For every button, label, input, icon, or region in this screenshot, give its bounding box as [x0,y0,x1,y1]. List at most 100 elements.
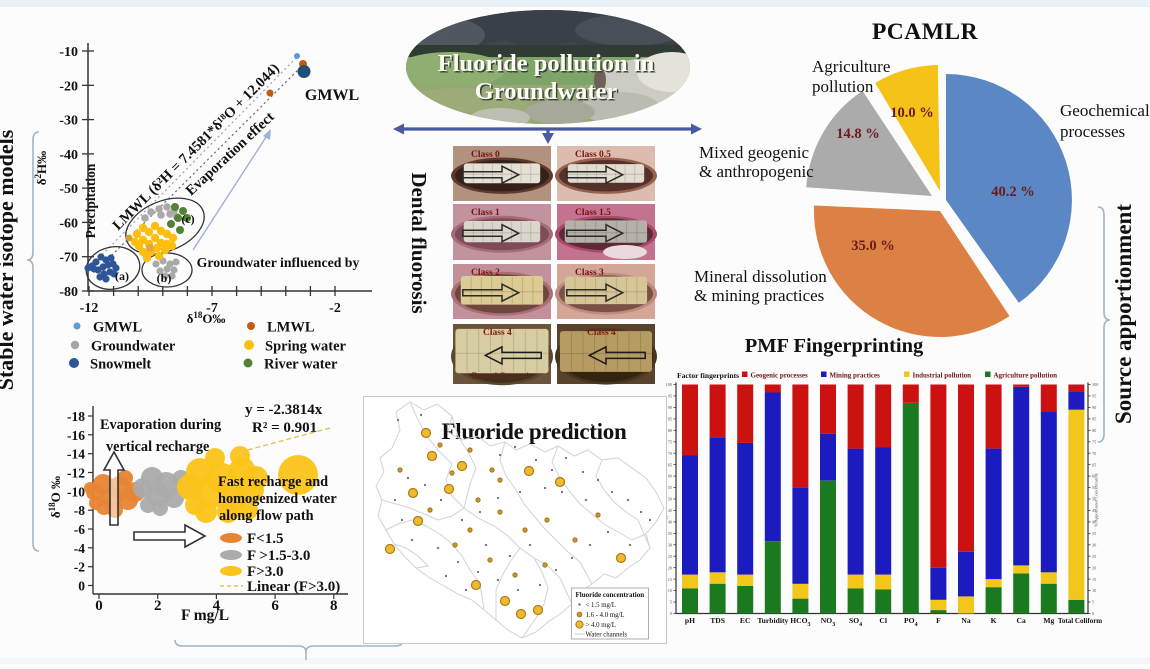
svg-text:-14: -14 [67,447,85,462]
svg-text:Fluoride concentration: Fluoride concentration [576,591,645,599]
svg-text:100: 100 [1092,382,1098,387]
svg-text:-30: -30 [59,114,78,129]
svg-text:65: 65 [1092,462,1096,467]
svg-text:40: 40 [1092,520,1096,525]
svg-text:50: 50 [1092,497,1096,502]
svg-text:Agriculture pollution: Agriculture pollution [994,372,1058,380]
svg-text:90: 90 [668,405,672,410]
svg-text:85: 85 [668,416,672,421]
svg-text:F >1.5-3.0: F >1.5-3.0 [247,548,310,564]
svg-text:95: 95 [668,394,672,399]
svg-text:Evaporation during: Evaporation during [100,417,222,433]
svg-text:y = -2.3814x: y = -2.3814x [245,402,323,418]
svg-text:80: 80 [668,428,672,433]
svg-text:Dental fluorosis: Dental fluorosis [472,371,533,381]
svg-text:55: 55 [668,485,672,490]
svg-text:-6: -6 [74,522,85,537]
svg-text:-2: -2 [74,560,85,575]
svg-text:δ2H‰: δ2H‰ [33,151,49,185]
svg-text:Na: Na [961,616,970,625]
svg-text:Cl: Cl [879,616,887,625]
svg-text:35.0 %: 35.0 % [851,238,895,254]
svg-text:60: 60 [1092,474,1096,479]
svg-text:-20: -20 [59,79,78,94]
svg-text:F>3.0: F>3.0 [247,564,283,580]
svg-text:Class 4: Class 4 [587,328,616,338]
svg-text:Class 2: Class 2 [471,268,500,278]
svg-text:> 4.0 mg/L: > 4.0 mg/L [586,622,616,629]
svg-text:15: 15 [668,577,672,582]
svg-text:Geochemical: Geochemical [1060,101,1150,120]
svg-text:F<1.5: F<1.5 [247,531,283,547]
svg-text:25: 25 [1092,554,1096,559]
svg-text:10: 10 [668,588,672,593]
svg-text:pH: pH [685,616,695,625]
svg-text:50: 50 [668,497,672,502]
svg-text:Factor fingerprints: Factor fingerprints [677,371,739,380]
svg-text:0: 0 [78,579,85,594]
svg-text:Dental fluorosis: Dental fluorosis [407,172,431,313]
svg-text:< 1.5 mg/L: < 1.5 mg/L [586,602,616,609]
svg-text:Water channels: Water channels [586,632,628,639]
svg-text:Geogenic processes: Geogenic processes [751,372,808,380]
svg-text:PMF Fingerprinting: PMF Fingerprinting [745,335,924,357]
svg-text:processes: processes [1060,122,1125,141]
svg-text:Ca: Ca [1017,616,1026,625]
svg-text:& mining practices: & mining practices [694,286,824,305]
svg-text:Class 4: Class 4 [483,328,512,338]
svg-text:(b): (b) [157,271,172,285]
svg-text:Linear (F>3.0): Linear (F>3.0) [247,579,340,595]
svg-text:75: 75 [1092,439,1096,444]
svg-text:Class 0: Class 0 [471,150,500,160]
svg-text:F mg/L: F mg/L [181,607,229,624]
svg-text:Precipitation: Precipitation [83,163,98,238]
svg-text:30: 30 [1092,542,1096,547]
svg-text:F: F [936,616,941,625]
svg-text:0: 0 [95,598,103,614]
svg-text:PCAMLR: PCAMLR [872,19,979,45]
svg-text:30: 30 [668,542,672,547]
svg-text:δ18O ‰: δ18O ‰ [47,476,63,518]
svg-text:GMWL: GMWL [93,320,142,336]
svg-text:40.2 %: 40.2 % [991,184,1035,200]
svg-text:-7: -7 [206,301,218,316]
svg-text:55: 55 [1092,485,1096,490]
svg-text:Class 0.5: Class 0.5 [575,150,611,160]
svg-text:10.0 %: 10.0 % [890,105,934,121]
svg-text:& anthropogenic: & anthropogenic [699,162,814,181]
svg-text:95: 95 [1092,394,1096,399]
svg-text:100: 100 [666,382,672,387]
svg-text:Class 1.5: Class 1.5 [575,208,611,218]
svg-text:Fluoride pollution in: Fluoride pollution in [439,52,656,79]
svg-text:-8: -8 [74,503,85,518]
svg-text:LMWL: LMWL [267,320,315,336]
svg-text:-50: -50 [59,182,78,197]
svg-text:45: 45 [668,508,672,513]
svg-text:-4: -4 [74,541,85,556]
svg-text:70: 70 [668,451,672,456]
svg-text:35: 35 [668,531,672,536]
svg-text:-10: -10 [67,484,85,499]
svg-text:80: 80 [1092,428,1096,433]
svg-text:5: 5 [670,600,672,605]
svg-text:0: 0 [1092,611,1094,616]
svg-text:Mg: Mg [1043,616,1054,625]
svg-text:35: 35 [1092,531,1096,536]
svg-text:60: 60 [668,474,672,479]
svg-text:Agriculture: Agriculture [812,57,890,76]
svg-text:homogenized water: homogenized water [218,491,337,507]
svg-text:(a): (a) [115,269,129,283]
svg-text:Stable water isotope models: Stable water isotope models [0,129,18,390]
svg-text:along flow path: along flow path [219,508,314,524]
svg-text:45: 45 [1092,508,1096,513]
svg-text:Source apportionment: Source apportionment [1111,204,1136,424]
svg-text:15: 15 [1092,577,1096,582]
svg-text:Class 3: Class 3 [575,268,604,278]
svg-text:-18: -18 [67,409,85,424]
svg-text:85: 85 [1092,416,1096,421]
svg-text:Fluoride pollution in: Fluoride pollution in [438,50,655,77]
svg-text:Mineral dissolution: Mineral dissolution [694,267,827,286]
svg-text:8: 8 [330,598,338,614]
svg-text:65: 65 [668,462,672,467]
svg-text:% Apportioned Concentration: % Apportioned Concentration [1094,472,1099,527]
